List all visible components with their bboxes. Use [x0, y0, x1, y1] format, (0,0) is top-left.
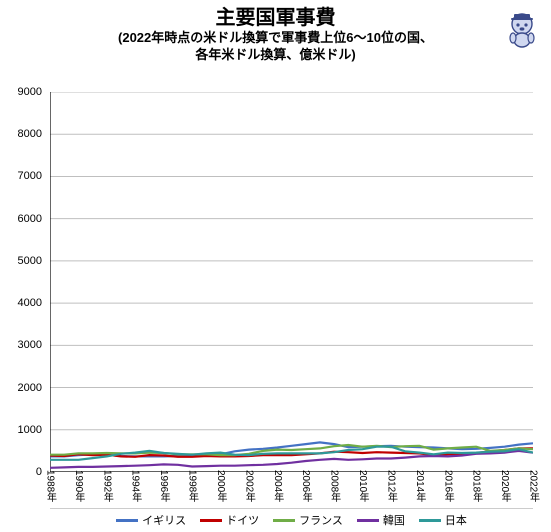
legend-label: フランス — [299, 512, 343, 528]
legend-item: 韓国 — [357, 512, 405, 528]
legend: イギリス ドイツ フランス 韓国 日本 — [50, 508, 533, 528]
x-tick-label: 2000年 — [213, 470, 228, 502]
x-tick-label: 2004年 — [270, 470, 285, 502]
x-tick-label: 1996年 — [156, 470, 171, 502]
title-block: 主要国軍事費 (2022年時点の米ドル換算で軍事費上位6～10位の国、 各年米ド… — [0, 0, 551, 64]
x-tick-label: 1994年 — [128, 470, 143, 502]
legend-item: フランス — [273, 512, 343, 528]
x-tick-label: 2010年 — [355, 470, 370, 502]
chart-title: 主要国軍事費 — [0, 6, 551, 30]
y-axis: 0100020003000400050006000700080009000 — [0, 92, 46, 472]
y-tick-label: 9000 — [18, 86, 42, 98]
x-tick-label: 2006年 — [298, 470, 313, 502]
y-tick-label: 0 — [36, 466, 42, 478]
y-tick-label: 7000 — [18, 170, 42, 182]
legend-swatch — [273, 519, 295, 522]
x-tick-label: 1990年 — [71, 470, 86, 502]
x-tick-label: 2008年 — [327, 470, 342, 502]
legend-swatch — [419, 519, 441, 522]
legend-swatch — [200, 519, 222, 522]
legend-swatch — [357, 519, 379, 522]
legend-item: 日本 — [419, 512, 467, 528]
y-tick-label: 6000 — [18, 213, 42, 225]
legend-label: 韓国 — [383, 512, 405, 528]
chart-container: 主要国軍事費 (2022年時点の米ドル換算で軍事費上位6～10位の国、 各年米ド… — [0, 0, 551, 532]
legend-item: イギリス — [116, 512, 186, 528]
legend-label: イギリス — [142, 512, 186, 528]
x-tick-label: 2020年 — [497, 470, 512, 502]
chart-subtitle-line1: (2022年時点の米ドル換算で軍事費上位6～10位の国、 — [0, 30, 551, 47]
x-tick-label: 2022年 — [526, 470, 541, 502]
plot-area — [50, 92, 533, 472]
chart-subtitle-line2: 各年米ドル換算、億米ドル) — [0, 47, 551, 64]
legend-item: ドイツ — [200, 512, 259, 528]
y-tick-label: 8000 — [18, 128, 42, 140]
x-axis: 1988年1990年1992年1994年1996年1998年2000年2002年… — [50, 470, 533, 500]
x-tick-label: 2016年 — [440, 470, 455, 502]
y-tick-label: 5000 — [18, 255, 42, 267]
x-tick-label: 2014年 — [412, 470, 427, 502]
x-tick-label: 2012年 — [383, 470, 398, 502]
y-tick-label: 1000 — [18, 424, 42, 436]
legend-swatch — [116, 519, 138, 522]
y-tick-label: 4000 — [18, 297, 42, 309]
x-tick-label: 2002年 — [241, 470, 256, 502]
x-tick-label: 1998年 — [185, 470, 200, 502]
x-tick-label: 2018年 — [469, 470, 484, 502]
plot-svg — [50, 92, 533, 472]
y-tick-label: 2000 — [18, 382, 42, 394]
legend-label: ドイツ — [226, 512, 259, 528]
mascot-icon — [501, 8, 543, 50]
x-tick-label: 1992年 — [99, 470, 114, 502]
x-tick-label: 1988年 — [43, 470, 58, 502]
y-tick-label: 3000 — [18, 339, 42, 351]
legend-label: 日本 — [445, 512, 467, 528]
